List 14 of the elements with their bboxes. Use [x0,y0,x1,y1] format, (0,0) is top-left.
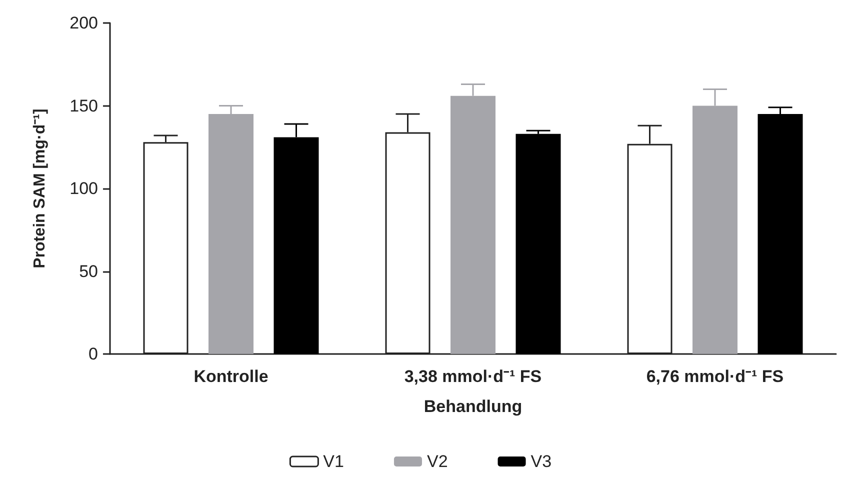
legend-label: V1 [323,452,344,471]
legend-label: V2 [426,452,448,471]
bar [516,134,561,354]
y-tick-label: 200 [70,14,98,32]
y-axis-title: Protein SAM [mg·d⁻¹] [32,108,48,268]
y-tick-label: 50 [79,262,98,281]
legend-label: V3 [530,452,552,471]
x-tick-label: Kontrolle [194,367,268,386]
y-tick-label: 0 [88,344,98,364]
y-tick-label: 150 [70,96,98,116]
x-axis-title: Behandlung [424,397,522,416]
y-tick-label: 100 [70,179,98,198]
x-tick-label: 3,38 mmol·d⁻¹ FS [404,367,542,386]
x-tick-label: 6,76 mmol·d⁻¹ FS [646,367,784,386]
